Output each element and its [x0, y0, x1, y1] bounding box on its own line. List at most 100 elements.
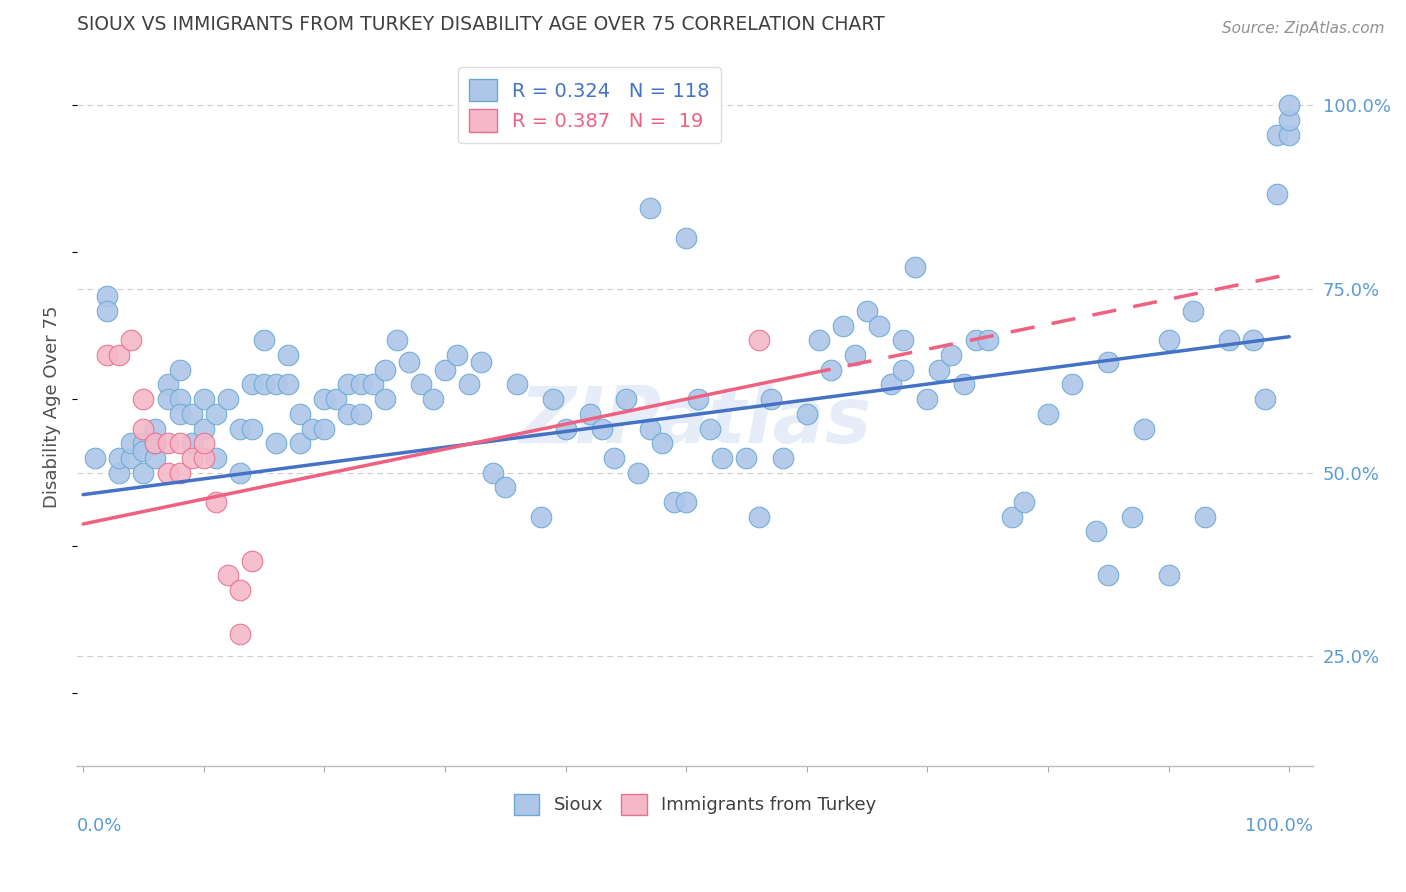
Point — [96, 289, 118, 303]
Point — [145, 450, 167, 465]
Point — [132, 466, 155, 480]
Point — [1157, 568, 1180, 582]
Point — [385, 334, 408, 348]
Point — [277, 377, 299, 392]
Point — [204, 407, 226, 421]
Point — [772, 450, 794, 465]
Point — [96, 348, 118, 362]
Point — [891, 363, 914, 377]
Y-axis label: Disability Age Over 75: Disability Age Over 75 — [44, 305, 60, 508]
Point — [132, 421, 155, 435]
Point — [1097, 355, 1119, 369]
Text: 100.0%: 100.0% — [1246, 817, 1313, 835]
Point — [229, 583, 252, 598]
Point — [349, 407, 371, 421]
Point — [325, 392, 347, 406]
Point — [277, 348, 299, 362]
Point — [108, 348, 131, 362]
Point — [120, 334, 142, 348]
Point — [699, 421, 721, 435]
Point — [433, 363, 456, 377]
Point — [506, 377, 529, 392]
Point — [1121, 509, 1143, 524]
Point — [807, 334, 830, 348]
Point — [193, 392, 215, 406]
Point — [494, 480, 516, 494]
Point — [591, 421, 613, 435]
Point — [735, 450, 758, 465]
Legend: Sioux, Immigrants from Turkey: Sioux, Immigrants from Turkey — [506, 787, 883, 822]
Point — [169, 436, 191, 450]
Point — [422, 392, 444, 406]
Point — [337, 407, 360, 421]
Point — [880, 377, 903, 392]
Point — [904, 260, 927, 274]
Point — [891, 334, 914, 348]
Point — [614, 392, 637, 406]
Point — [409, 377, 432, 392]
Point — [675, 495, 697, 509]
Point — [180, 436, 202, 450]
Point — [458, 377, 481, 392]
Point — [169, 466, 191, 480]
Point — [1036, 407, 1059, 421]
Point — [361, 377, 384, 392]
Point — [711, 450, 734, 465]
Point — [832, 318, 855, 333]
Point — [1012, 495, 1035, 509]
Point — [229, 627, 252, 641]
Point — [84, 450, 107, 465]
Point — [120, 436, 142, 450]
Point — [229, 466, 252, 480]
Point — [145, 421, 167, 435]
Point — [217, 568, 239, 582]
Point — [290, 407, 312, 421]
Point — [204, 495, 226, 509]
Point — [928, 363, 950, 377]
Point — [264, 377, 287, 392]
Point — [120, 450, 142, 465]
Point — [96, 304, 118, 318]
Point — [193, 421, 215, 435]
Point — [578, 407, 600, 421]
Point — [314, 421, 336, 435]
Text: Source: ZipAtlas.com: Source: ZipAtlas.com — [1222, 21, 1385, 36]
Point — [651, 436, 673, 450]
Point — [747, 334, 769, 348]
Point — [917, 392, 939, 406]
Point — [688, 392, 710, 406]
Point — [1157, 334, 1180, 348]
Point — [482, 466, 505, 480]
Point — [337, 377, 360, 392]
Point — [264, 436, 287, 450]
Point — [470, 355, 492, 369]
Point — [290, 436, 312, 450]
Point — [941, 348, 963, 362]
Point — [180, 450, 202, 465]
Point — [1097, 568, 1119, 582]
Point — [662, 495, 685, 509]
Point — [156, 466, 179, 480]
Point — [603, 450, 626, 465]
Point — [253, 377, 276, 392]
Point — [374, 392, 396, 406]
Point — [554, 421, 576, 435]
Point — [1265, 186, 1288, 201]
Point — [180, 407, 202, 421]
Point — [638, 421, 661, 435]
Text: 0.0%: 0.0% — [77, 817, 122, 835]
Point — [132, 443, 155, 458]
Point — [530, 509, 553, 524]
Point — [240, 554, 263, 568]
Point — [169, 392, 191, 406]
Point — [169, 407, 191, 421]
Point — [145, 436, 167, 450]
Text: ZIPatlas: ZIPatlas — [519, 383, 872, 458]
Point — [374, 363, 396, 377]
Point — [229, 421, 252, 435]
Point — [156, 392, 179, 406]
Point — [1254, 392, 1277, 406]
Point — [240, 377, 263, 392]
Point — [543, 392, 565, 406]
Point — [145, 436, 167, 450]
